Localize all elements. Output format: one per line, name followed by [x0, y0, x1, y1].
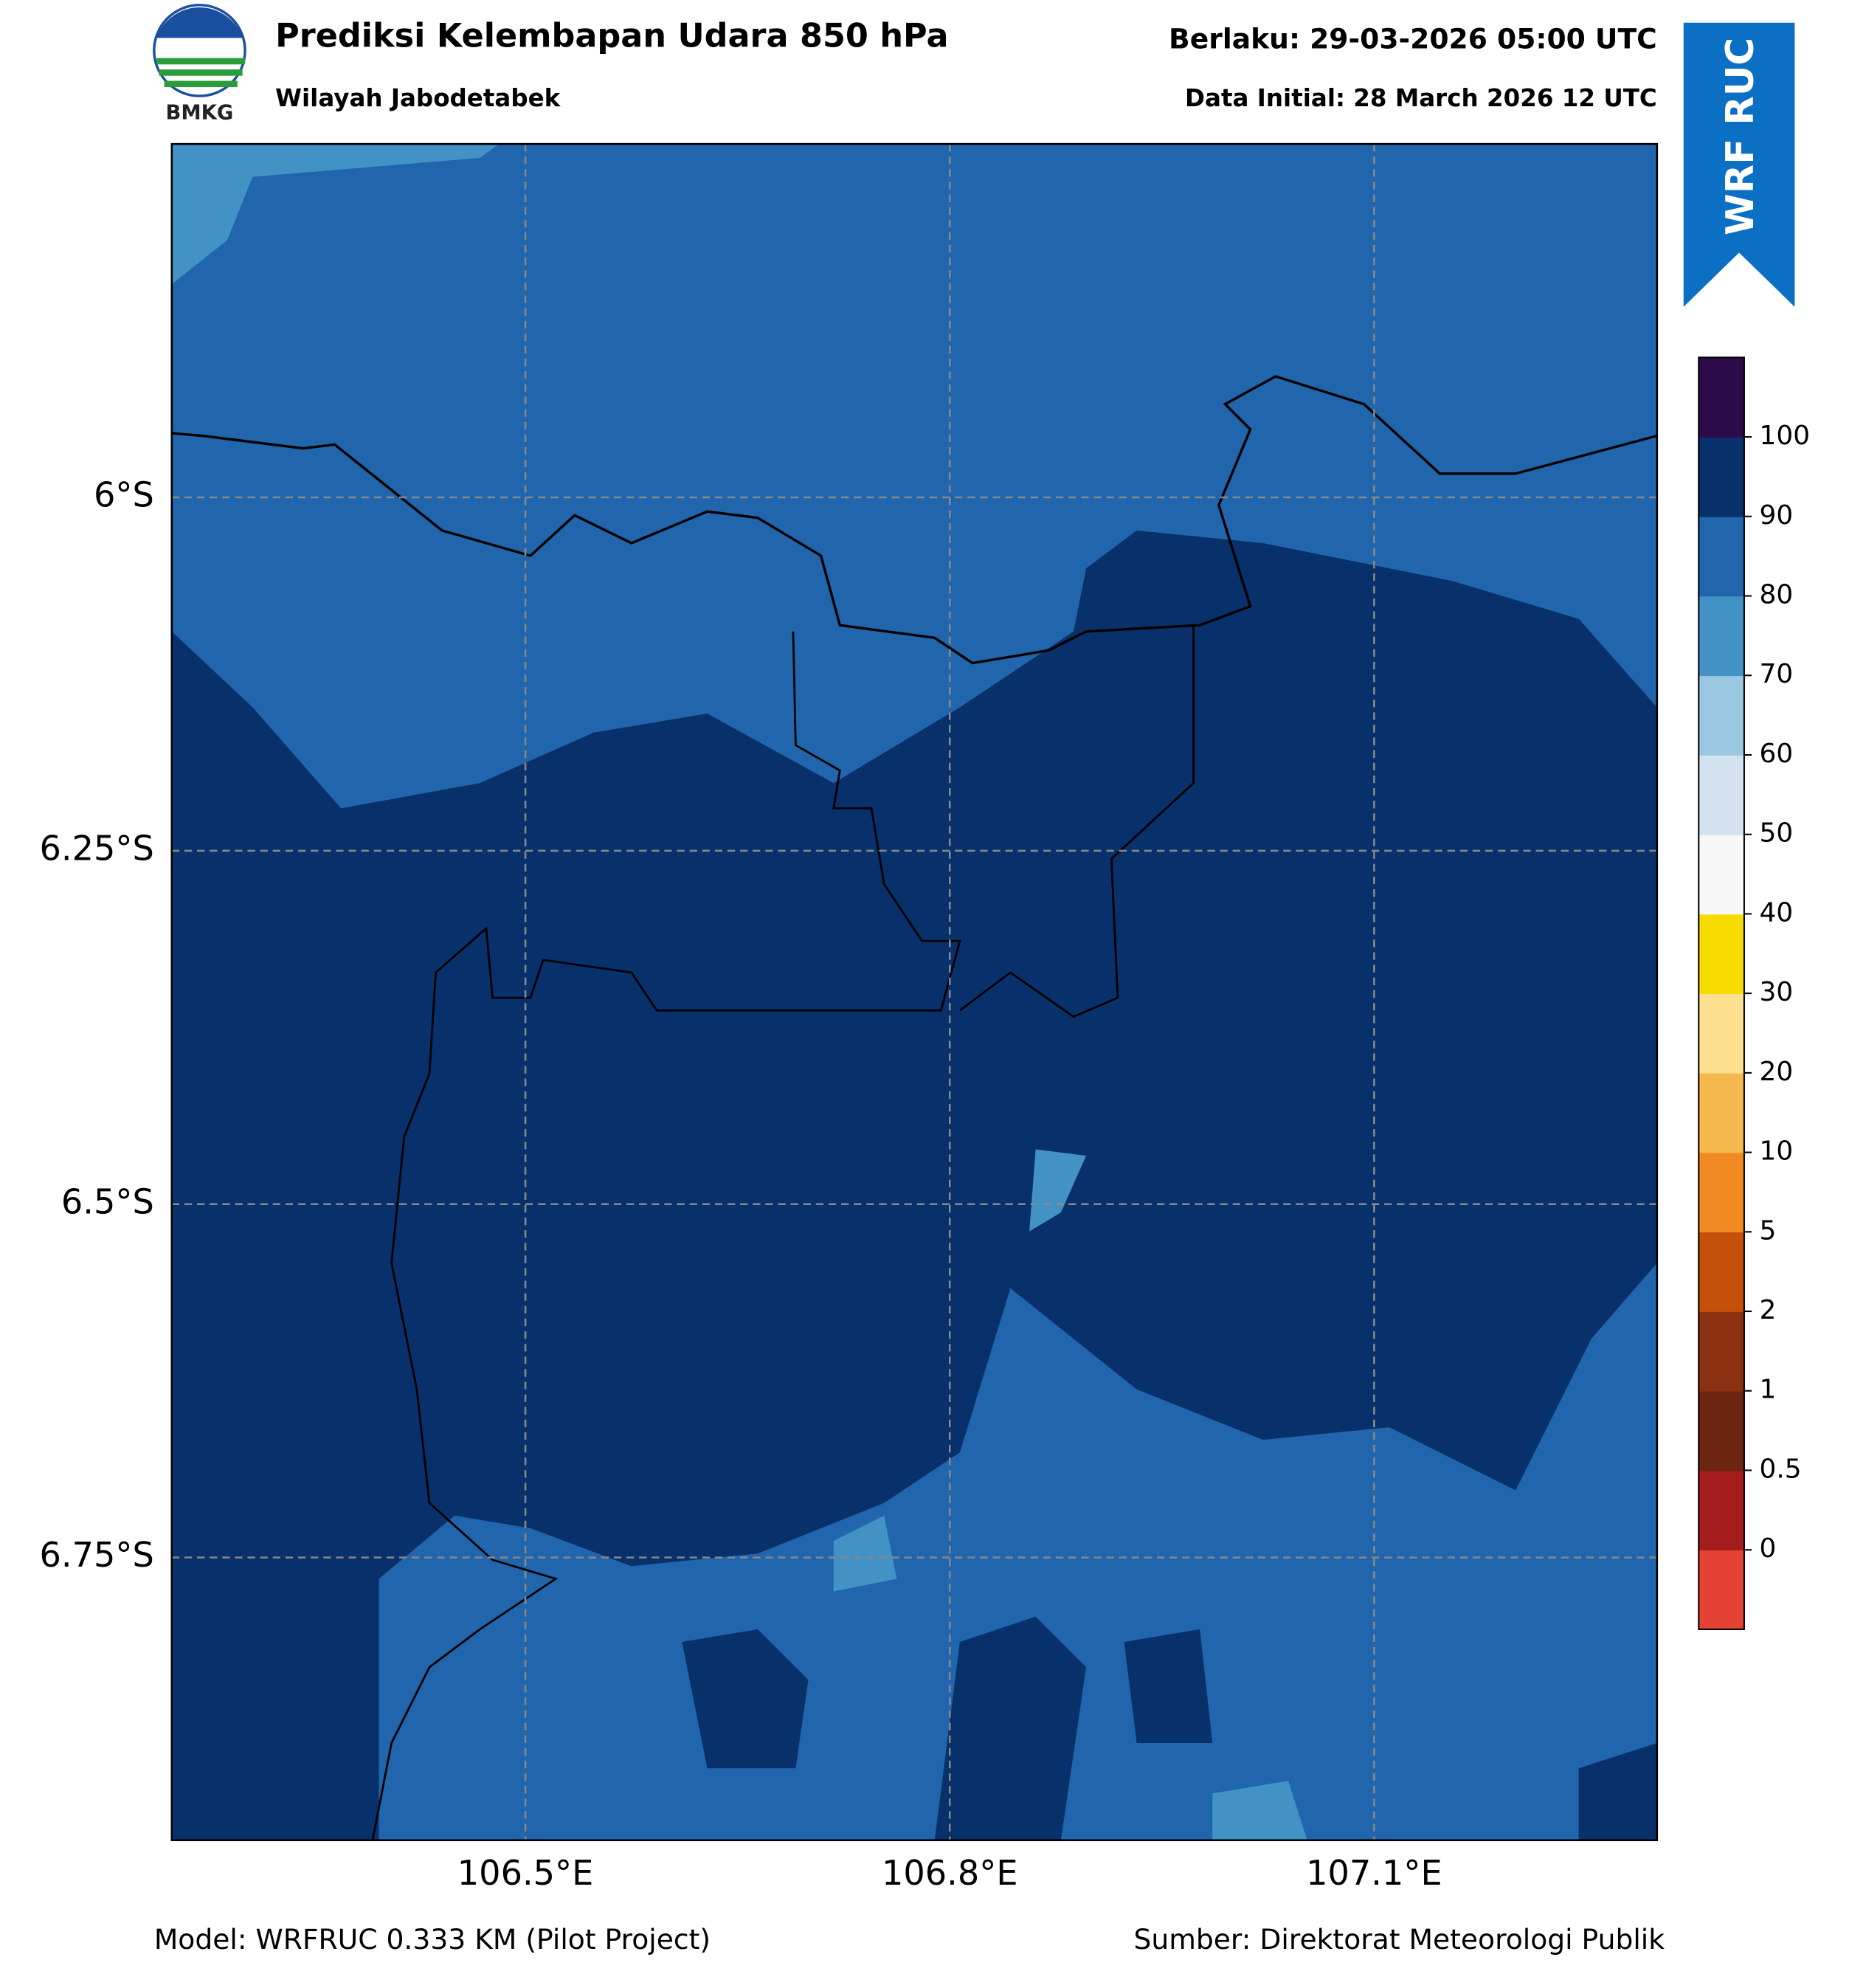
y-tick-label: 6°S	[94, 475, 154, 515]
colorbar-segment	[1698, 516, 1744, 597]
colorbar-tick-label: 1	[1759, 1375, 1776, 1405]
colorbar-segment	[1698, 596, 1744, 677]
colorbar-segment	[1698, 357, 1744, 438]
colorbar-tick-label: 60	[1759, 739, 1793, 769]
colorbar-segment	[1698, 1072, 1744, 1153]
map-frame	[170, 142, 1659, 1842]
logo-text: BMKG	[166, 102, 234, 125]
colorbar-segment	[1698, 993, 1744, 1074]
footer-source: Sumber: Direktorat Meteorologi Publik	[1133, 1923, 1665, 1956]
logo: BMKG	[153, 4, 246, 125]
colorbar-segment	[1698, 834, 1744, 915]
colorbar-segment	[1698, 1311, 1744, 1392]
colorbar-tick-label: 70	[1759, 659, 1793, 689]
valid-time: Berlaku: 29-03-2026 05:00 UTC	[1169, 22, 1657, 55]
y-tick-label: 6.75°S	[40, 1535, 154, 1575]
colorbar-tick-label: 40	[1759, 897, 1793, 928]
footer-model: Model: WRFRUC 0.333 KM (Pilot Project)	[154, 1923, 711, 1956]
subtitle: Wilayah Jabodetabek	[275, 84, 561, 112]
colorbar-tick-label: 50	[1759, 818, 1793, 849]
colorbar-segment	[1698, 1550, 1744, 1630]
colorbar: 0 0.5 1 2 5 10 20 30 40 50 60 70 80 90 100	[1698, 356, 1810, 1630]
badge	[1683, 22, 1795, 307]
x-tick-label: 106.5°E	[457, 1853, 594, 1893]
colorbar-segment	[1698, 914, 1744, 994]
colorbar-tick-label: 0	[1759, 1533, 1776, 1564]
colorbar-segment	[1698, 1232, 1744, 1312]
colorbar-tick-label: 5	[1759, 1215, 1776, 1246]
colorbar-tick-label: 2	[1759, 1295, 1776, 1325]
y-tick-label: 6.5°S	[61, 1181, 154, 1221]
colorbar-tick-label: 20	[1759, 1057, 1793, 1087]
colorbar-segment	[1698, 1470, 1744, 1551]
colorbar-segment	[1698, 1152, 1744, 1233]
colorbar-segment	[1698, 1390, 1744, 1471]
colorbar-tick-label: 80	[1759, 580, 1793, 610]
grid: 106.5°E 106.8°E 107.1°E 6°S 6.25°S 6.5°S 6.75°…	[40, 144, 1657, 1893]
colorbar-tick-label: 100	[1759, 421, 1810, 451]
colorbar-segment	[1698, 675, 1744, 756]
x-tick-label: 107.1°E	[1306, 1853, 1442, 1893]
colorbar-tick-label: 30	[1759, 977, 1793, 1007]
y-tick-label: 6.25°S	[40, 828, 154, 868]
map-field	[171, 144, 1657, 1840]
colorbar-tick-label: 0.5	[1759, 1454, 1801, 1484]
colorbar-tick-label: 90	[1759, 500, 1793, 531]
colorbar-tick-label: 10	[1759, 1136, 1793, 1167]
colorbar-segment	[1698, 754, 1744, 835]
title: Prediksi Kelembapan Udara 850 hPa	[275, 17, 948, 55]
colorbar-segment	[1698, 437, 1744, 517]
badge-text: WRF RUC	[1718, 38, 1763, 235]
x-tick-label: 106.8°E	[882, 1853, 1018, 1893]
initial-time: Data Initial: 28 March 2026 12 UTC	[1185, 84, 1657, 112]
